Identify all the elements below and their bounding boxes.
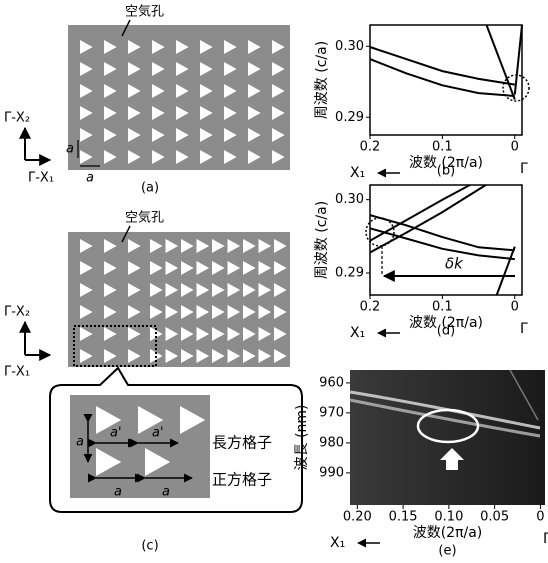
square-label: 正方格子 bbox=[212, 471, 272, 489]
band-line bbox=[370, 59, 515, 96]
band-line bbox=[515, 25, 522, 95]
y-tick-label: 0.30 bbox=[335, 39, 364, 54]
crystal-c bbox=[68, 232, 290, 367]
inset-a: a bbox=[114, 485, 122, 500]
x-tick-label: 0.15 bbox=[389, 510, 418, 525]
dir-y: Γ-X₂ bbox=[4, 305, 30, 320]
y-tick-label: 960 bbox=[319, 375, 344, 390]
x-tick-label: 0.10 bbox=[434, 510, 463, 525]
y-tick-label: 0.29 bbox=[335, 110, 364, 125]
x-end-label: X₁ bbox=[330, 535, 345, 551]
y-tick-label: 0.29 bbox=[335, 266, 364, 281]
dir-y: Γ-X₂ bbox=[4, 111, 30, 126]
hole-label: 空気孔 bbox=[125, 210, 164, 226]
hole-label: 空気孔 bbox=[125, 4, 164, 20]
y-axis-label: 周波数 (c/a) bbox=[314, 201, 330, 279]
plot-frame bbox=[370, 25, 522, 135]
x-tick-label: 0.2 bbox=[360, 300, 381, 315]
x-tick-label: 0.2 bbox=[360, 140, 381, 155]
origin-label: Γ bbox=[520, 161, 528, 177]
y-axis-label: 波長 (nm) bbox=[294, 405, 310, 471]
figure: 空気孔 Γ-X₂ Γ-X₁ a a (a) 空気孔 Γ-X₂ Γ-X₁ a a'… bbox=[0, 0, 548, 559]
x-tick-label: 0.05 bbox=[480, 510, 509, 525]
annotation: δk bbox=[445, 255, 464, 273]
x-tick-label: 0 bbox=[511, 300, 519, 315]
x-tick-label: 0.20 bbox=[343, 510, 372, 525]
rect-label: 長方格子 bbox=[212, 434, 272, 452]
band-line bbox=[370, 185, 470, 241]
panel-label: (a) bbox=[141, 181, 159, 196]
band-line bbox=[370, 215, 515, 250]
band-line bbox=[370, 47, 515, 85]
x-end-label: X₁ bbox=[350, 165, 365, 181]
panel-label: (b) bbox=[437, 164, 455, 179]
inset-a-v: a bbox=[76, 435, 84, 450]
band-line bbox=[370, 228, 515, 259]
a-h: a bbox=[86, 171, 94, 186]
x-tick-label: 0 bbox=[536, 510, 544, 525]
x-tick-label: 0.1 bbox=[432, 300, 453, 315]
spectrum-image bbox=[350, 370, 545, 505]
y-tick-label: 0.30 bbox=[335, 192, 364, 207]
panel-label: (c) bbox=[141, 539, 158, 554]
x-axis-label: 波数(2π/a) bbox=[413, 525, 483, 541]
band-line bbox=[370, 185, 486, 253]
x-tick-label: 0 bbox=[511, 140, 519, 155]
panel-label: (d) bbox=[437, 324, 455, 339]
y-tick-label: 980 bbox=[319, 435, 344, 450]
y-tick-label: 990 bbox=[319, 465, 344, 480]
y-axis-label: 周波数 (c/a) bbox=[314, 41, 330, 119]
inset-a-prime: a' bbox=[110, 426, 122, 441]
origin-label: Γ bbox=[543, 531, 548, 547]
x-end-label: X₁ bbox=[350, 325, 365, 341]
inset-a-prime: a' bbox=[152, 426, 164, 441]
dir-x: Γ-X₁ bbox=[4, 365, 30, 380]
a-v: a bbox=[66, 142, 74, 157]
origin-label: Γ bbox=[520, 321, 528, 337]
dir-x: Γ-X₁ bbox=[28, 171, 54, 186]
inset-a: a bbox=[162, 485, 170, 500]
band-line bbox=[487, 25, 515, 100]
x-tick-label: 0.1 bbox=[432, 140, 453, 155]
panel-label: (e) bbox=[438, 544, 456, 559]
y-tick-label: 970 bbox=[319, 405, 344, 420]
band-line bbox=[497, 247, 515, 295]
